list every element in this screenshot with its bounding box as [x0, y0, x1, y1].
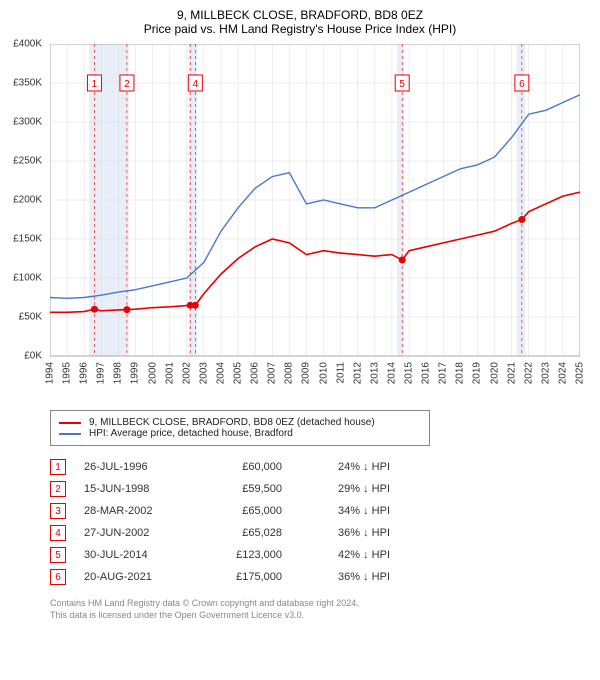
transaction-pct: 34% ↓ HPI	[300, 505, 390, 517]
svg-text:2: 2	[124, 79, 130, 90]
y-axis-label: £300K	[13, 117, 42, 128]
transaction-marker: 2	[50, 481, 66, 497]
svg-text:4: 4	[193, 79, 199, 90]
y-axis-label: £400K	[13, 39, 42, 50]
transaction-date: 26-JUL-1996	[84, 461, 194, 473]
x-axis-label: 1998	[113, 362, 124, 384]
transaction-pct: 42% ↓ HPI	[300, 549, 390, 561]
chart-subtitle: Price paid vs. HM Land Registry's House …	[10, 22, 590, 36]
transaction-price: £123,000	[212, 549, 282, 561]
x-axis-label: 2024	[557, 362, 568, 384]
legend-item: HPI: Average price, detached house, Brad…	[59, 428, 421, 439]
x-axis-label: 2007	[267, 362, 278, 384]
footer-line: This data is licensed under the Open Gov…	[50, 610, 590, 622]
legend: 9, MILLBECK CLOSE, BRADFORD, BD8 0EZ (de…	[50, 410, 430, 446]
x-axis-label: 2009	[301, 362, 312, 384]
x-axis-label: 2020	[489, 362, 500, 384]
x-axis-label: 2008	[284, 362, 295, 384]
transaction-marker: 6	[50, 569, 66, 585]
transactions-table: 1 26-JUL-1996 £60,000 24% ↓ HPI2 15-JUN-…	[50, 456, 590, 588]
y-axis-label: £250K	[13, 156, 42, 167]
x-axis-label: 2004	[215, 362, 226, 384]
transaction-date: 28-MAR-2002	[84, 505, 194, 517]
x-axis-label: 2023	[540, 362, 551, 384]
y-axis-label: £0K	[24, 351, 42, 362]
legend-swatch	[59, 433, 81, 435]
legend-item: 9, MILLBECK CLOSE, BRADFORD, BD8 0EZ (de…	[59, 417, 421, 428]
footer-attribution: Contains HM Land Registry data © Crown c…	[50, 598, 590, 621]
transaction-price: £65,000	[212, 505, 282, 517]
svg-text:5: 5	[399, 79, 405, 90]
x-axis-label: 2010	[318, 362, 329, 384]
x-axis-label: 2005	[233, 362, 244, 384]
x-axis-label: 1995	[62, 362, 73, 384]
x-axis-label: 1994	[45, 362, 56, 384]
transaction-price: £65,028	[212, 527, 282, 539]
transaction-pct: 24% ↓ HPI	[300, 461, 390, 473]
transaction-pct: 36% ↓ HPI	[300, 571, 390, 583]
x-axis-label: 2013	[369, 362, 380, 384]
transaction-row: 1 26-JUL-1996 £60,000 24% ↓ HPI	[50, 456, 590, 478]
y-axis-label: £200K	[13, 195, 42, 206]
transaction-date: 27-JUN-2002	[84, 527, 194, 539]
chart-area: 1 2 4 5 6 £0K £50K £100K £150K £200K £250K £300K £3…	[10, 44, 590, 404]
svg-text:6: 6	[519, 79, 525, 90]
y-axis-label: £100K	[13, 273, 42, 284]
legend-label: HPI: Average price, detached house, Brad…	[89, 428, 293, 439]
x-axis-label: 2003	[198, 362, 209, 384]
transaction-marker: 1	[50, 459, 66, 475]
transaction-price: £175,000	[212, 571, 282, 583]
chart-title: 9, MILLBECK CLOSE, BRADFORD, BD8 0EZ	[10, 8, 590, 22]
footer-line: Contains HM Land Registry data © Crown c…	[50, 598, 590, 610]
transaction-date: 20-AUG-2021	[84, 571, 194, 583]
transaction-date: 30-JUL-2014	[84, 549, 194, 561]
x-axis-label: 2018	[455, 362, 466, 384]
legend-swatch	[59, 422, 81, 424]
y-axis-label: £50K	[19, 312, 42, 323]
transaction-marker: 3	[50, 503, 66, 519]
y-axis-label: £150K	[13, 234, 42, 245]
x-axis-label: 1999	[130, 362, 141, 384]
transaction-pct: 36% ↓ HPI	[300, 527, 390, 539]
x-axis-label: 2015	[404, 362, 415, 384]
legend-label: 9, MILLBECK CLOSE, BRADFORD, BD8 0EZ (de…	[89, 417, 375, 428]
x-axis-label: 2022	[523, 362, 534, 384]
transaction-price: £59,500	[212, 483, 282, 495]
transaction-pct: 29% ↓ HPI	[300, 483, 390, 495]
x-axis-label: 2001	[164, 362, 175, 384]
x-axis-label: 2025	[575, 362, 586, 384]
x-axis-label: 2002	[181, 362, 192, 384]
x-axis-label: 1997	[96, 362, 107, 384]
transaction-row: 5 30-JUL-2014 £123,000 42% ↓ HPI	[50, 544, 590, 566]
x-axis-label: 2014	[386, 362, 397, 384]
x-axis-label: 2006	[250, 362, 261, 384]
transaction-date: 15-JUN-1998	[84, 483, 194, 495]
x-axis-label: 2021	[506, 362, 517, 384]
transaction-row: 4 27-JUN-2002 £65,028 36% ↓ HPI	[50, 522, 590, 544]
transaction-marker: 5	[50, 547, 66, 563]
svg-text:1: 1	[92, 79, 98, 90]
transaction-marker: 4	[50, 525, 66, 541]
line-chart: 1 2 4 5 6	[50, 44, 580, 396]
x-axis-label: 2019	[472, 362, 483, 384]
x-axis-label: 1996	[79, 362, 90, 384]
y-axis-label: £350K	[13, 78, 42, 89]
x-axis-label: 2012	[352, 362, 363, 384]
transaction-row: 6 20-AUG-2021 £175,000 36% ↓ HPI	[50, 566, 590, 588]
chart-container: 9, MILLBECK CLOSE, BRADFORD, BD8 0EZ Pri…	[0, 0, 600, 629]
x-axis-label: 2011	[335, 362, 346, 384]
transaction-row: 2 15-JUN-1998 £59,500 29% ↓ HPI	[50, 478, 590, 500]
x-axis-label: 2017	[438, 362, 449, 384]
x-axis-label: 2016	[421, 362, 432, 384]
transaction-row: 3 28-MAR-2002 £65,000 34% ↓ HPI	[50, 500, 590, 522]
transaction-price: £60,000	[212, 461, 282, 473]
x-axis-label: 2000	[147, 362, 158, 384]
